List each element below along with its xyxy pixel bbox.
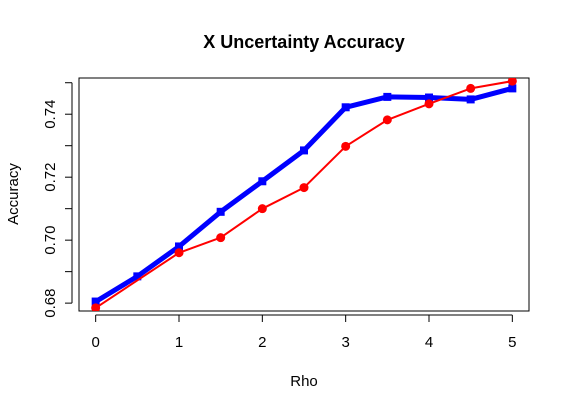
x-tick-label: 0 <box>91 334 99 351</box>
series-1-point <box>508 84 517 93</box>
series-1-point <box>91 297 100 306</box>
series-2-point <box>382 115 392 125</box>
x-axis: 0 1 2 3 4 5 <box>91 314 517 351</box>
series-2-point <box>466 83 476 93</box>
series-2-point <box>507 78 517 86</box>
series-1-point <box>425 93 433 102</box>
y-axis-label: Accuracy <box>5 163 22 225</box>
series-2-point <box>174 248 184 258</box>
series-1-point <box>175 242 183 251</box>
chart-title: X Uncertainty Accuracy <box>203 32 404 52</box>
x-tick-label: 1 <box>175 334 183 351</box>
series-2-point <box>257 204 267 214</box>
series-1-point <box>216 207 225 216</box>
x-tick-label: 2 <box>258 334 266 351</box>
series-1-point <box>341 103 350 112</box>
series-1-point <box>466 95 475 104</box>
series-1-point <box>258 177 267 186</box>
plot-area-border <box>78 77 530 312</box>
series-1-line <box>93 85 515 305</box>
x-tick-label: 3 <box>341 334 349 351</box>
series-2-point <box>91 303 101 311</box>
y-axis: 0.68 0.70 0.72 0.74 <box>42 82 73 318</box>
series-1-point <box>383 92 392 101</box>
y-tick-label: 0.68 <box>42 289 59 318</box>
x-tick-label: 4 <box>425 334 433 351</box>
series-layer <box>91 78 517 311</box>
series-2-point <box>341 141 351 151</box>
y-tick-label: 0.70 <box>42 226 59 255</box>
y-tick-label: 0.74 <box>42 100 59 129</box>
x-tick-label: 5 <box>508 334 516 351</box>
x-axis-label: Rho <box>290 373 318 390</box>
series-2-point <box>299 183 309 193</box>
series-2-point <box>424 99 434 109</box>
series-1-point <box>300 146 308 155</box>
y-tick-label: 0.72 <box>42 163 59 192</box>
series-2-line <box>94 80 514 309</box>
series-1-point <box>133 272 142 281</box>
series-2-point <box>216 233 226 243</box>
